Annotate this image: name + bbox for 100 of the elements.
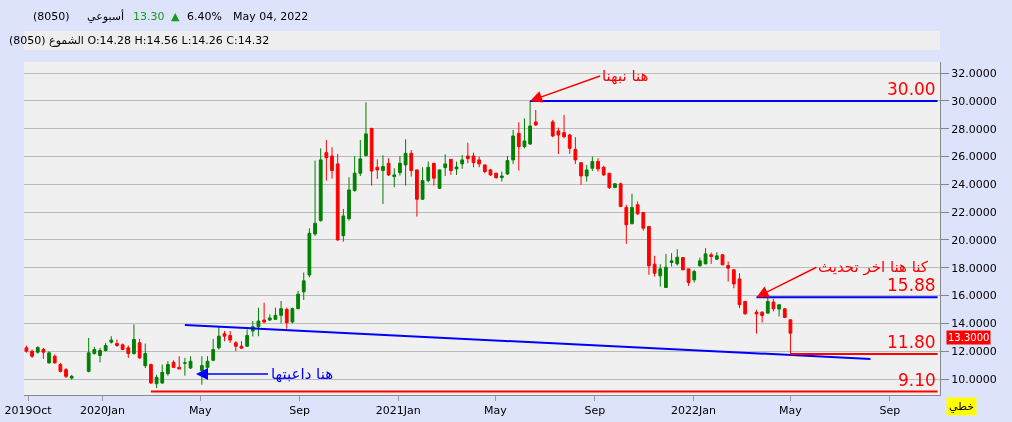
candlestick <box>313 160 317 237</box>
y-tick-label: 12.0000 <box>951 345 997 359</box>
candlestick <box>41 347 46 360</box>
candlestick <box>499 171 504 183</box>
candlestick <box>658 263 663 288</box>
annotation: هنا داعبتها <box>271 365 334 383</box>
x-tick-label: May <box>188 404 213 418</box>
text: الشموع (8050) O:14.28 H:14.56 L:14.26 C:14.32 <box>9 34 270 47</box>
candlestick <box>98 347 102 363</box>
annotation: 30.00 <box>887 79 936 99</box>
x-tick-label: May <box>483 404 508 418</box>
x-tick-label: 2020Jan <box>79 404 125 418</box>
candlestick <box>290 307 295 324</box>
candlestick <box>245 328 250 348</box>
candlestick <box>216 326 221 351</box>
candlestick <box>714 251 719 261</box>
y-tick-label: 32.0000 <box>951 66 997 80</box>
candlestick <box>437 169 442 190</box>
candlestick <box>149 363 153 385</box>
y-tick-label: 16.0000 <box>951 289 997 303</box>
candlestick <box>618 182 623 207</box>
y-tick-label: 24.0000 <box>951 178 997 192</box>
candlestick <box>686 268 691 287</box>
annotation: 15.88 <box>887 275 936 295</box>
candlestick <box>318 147 323 223</box>
candlestick <box>533 109 538 127</box>
candlestick <box>522 117 527 149</box>
annotation: 9.10 <box>898 370 936 390</box>
candlestick <box>590 156 595 172</box>
x-tick-label: Sep <box>584 404 606 418</box>
text: أسبوعي <box>87 9 125 23</box>
candlestick <box>341 208 346 243</box>
candlestick <box>188 355 193 370</box>
candlestick <box>579 162 583 186</box>
y-tick-label: 14.0000 <box>951 317 997 331</box>
candlestick <box>69 374 74 381</box>
candlestick <box>771 298 776 312</box>
y-tick-label: 30.0000 <box>951 94 997 108</box>
candlestick <box>403 138 408 187</box>
candlestick <box>460 154 465 170</box>
candlestick <box>386 157 391 177</box>
candlestick <box>562 114 566 139</box>
candlestick <box>301 272 306 301</box>
text: 13.30 <box>133 10 165 23</box>
candlestick <box>624 204 629 245</box>
candlestick <box>516 121 521 172</box>
y-tick-label: 22.0000 <box>951 206 997 220</box>
candlestick <box>183 357 187 377</box>
candlestick <box>24 345 29 354</box>
candlestick <box>777 304 781 317</box>
candlestick <box>166 360 170 377</box>
candlestick <box>692 269 697 284</box>
candlestick <box>647 225 651 276</box>
candlestick <box>664 253 668 289</box>
candlestick <box>573 136 578 165</box>
candlestick <box>613 182 617 189</box>
candlestick <box>47 350 51 365</box>
x-tick-label: 2021Jan <box>375 404 421 418</box>
x-tick-label: 2019Oct <box>4 404 53 418</box>
candlestick <box>64 367 68 379</box>
candlestick <box>284 307 289 330</box>
y-tick-label: 18.0000 <box>951 261 997 275</box>
candlestick <box>698 256 702 268</box>
x-tick-label: 2022Jan <box>670 404 716 418</box>
candlestick <box>30 349 34 359</box>
annotation: 11.80 <box>887 332 936 352</box>
candlestick <box>415 169 419 218</box>
candlestick <box>448 158 453 176</box>
x-tick-label: Sep <box>289 404 311 418</box>
candlestick <box>432 162 436 187</box>
y-tick-label: 20.0000 <box>951 233 997 247</box>
candlestick <box>443 153 448 177</box>
text: ▲ <box>171 10 180 23</box>
text: (8050) <box>33 10 70 23</box>
candlestick <box>307 227 312 278</box>
text: May 04, 2022 <box>233 10 309 23</box>
candlestick <box>132 323 136 356</box>
text: 6.40% <box>187 10 222 23</box>
candlestick <box>262 302 266 324</box>
candlestick <box>630 193 634 225</box>
candlestick <box>347 176 351 222</box>
candlestick <box>596 157 600 173</box>
candlestick <box>528 100 532 146</box>
text: 13.3000 <box>948 332 990 343</box>
candlestick <box>454 161 459 176</box>
candlestick <box>709 251 714 265</box>
x-tick-label: May <box>779 404 803 418</box>
candlestick <box>296 290 300 310</box>
candlestick <box>392 167 397 188</box>
candlestick <box>584 164 589 183</box>
candlestick <box>103 342 108 352</box>
candlestick <box>398 155 402 177</box>
candlestick <box>324 139 329 182</box>
annotation: كنا هنا اخر تحديث <box>818 258 929 276</box>
candlestick <box>409 149 414 178</box>
candlestick <box>703 247 708 265</box>
candlestick <box>335 153 340 242</box>
candlestick <box>109 335 114 343</box>
candlestick <box>681 256 685 271</box>
candlestick <box>35 345 40 355</box>
